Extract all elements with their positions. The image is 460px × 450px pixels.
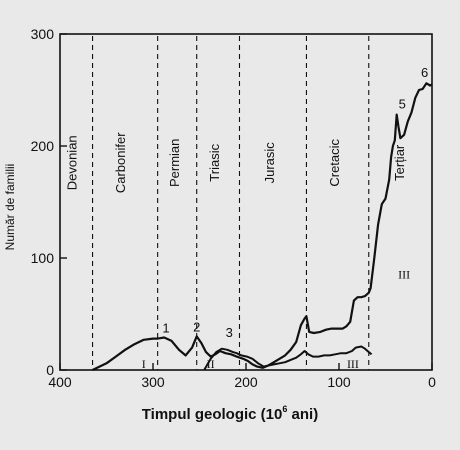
period-label: Devonian <box>65 135 80 190</box>
y-tick-label: 100 <box>31 250 55 266</box>
plot-area: 0 100 200 300 400 300 200 100 0 Devonian Carbonife… <box>31 26 436 390</box>
extinction-marker-label: 3 <box>226 325 233 340</box>
x-axis-title: Timpul geologic (106 ani) <box>142 404 318 423</box>
period-label: Cretacic <box>327 138 342 186</box>
region-label: II <box>207 357 215 371</box>
period-label: Jurasic <box>262 142 277 184</box>
series-line-2 <box>203 345 373 371</box>
y-tick-label: 200 <box>31 138 55 154</box>
x-tick-label: 200 <box>234 374 258 390</box>
x-tick-label: 100 <box>327 374 351 390</box>
period-label: Terțiar <box>392 144 407 181</box>
y-tick-label: 300 <box>31 26 55 42</box>
x-tick-label: 0 <box>428 374 436 390</box>
period-label: Permian <box>167 139 182 187</box>
region-label: I <box>142 357 146 371</box>
region-label: III <box>347 357 359 371</box>
series-line-1 <box>92 82 433 371</box>
plot-frame <box>59 33 433 371</box>
extinction-marker-label: 1 <box>162 320 169 335</box>
extinction-marker-label: 6 <box>421 65 428 80</box>
extinction-marker-label: 5 <box>399 96 406 111</box>
y-tick-label: 0 <box>46 362 54 378</box>
x-tick-label: 400 <box>48 374 72 390</box>
x-tick-label: 300 <box>141 374 165 390</box>
period-label: Triasic <box>207 143 222 181</box>
y-axis-title: Număr de familii <box>3 164 17 251</box>
period-label: Carbonifer <box>113 132 128 193</box>
extinction-marker-label: 2 <box>193 319 200 334</box>
region-label: III <box>398 267 410 281</box>
